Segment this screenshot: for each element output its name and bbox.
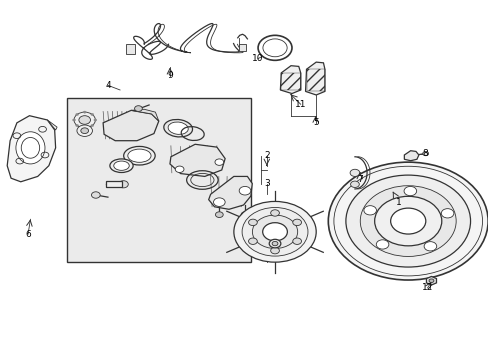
Polygon shape (7, 116, 56, 182)
Circle shape (83, 111, 86, 113)
Circle shape (74, 112, 95, 128)
Polygon shape (426, 276, 436, 285)
Circle shape (263, 39, 286, 57)
Circle shape (83, 127, 86, 129)
Circle shape (175, 166, 183, 172)
Polygon shape (47, 120, 57, 130)
Polygon shape (170, 144, 224, 176)
Circle shape (119, 181, 128, 188)
Circle shape (292, 238, 301, 244)
Circle shape (77, 125, 92, 136)
Circle shape (76, 113, 79, 116)
Ellipse shape (163, 120, 192, 137)
FancyBboxPatch shape (126, 44, 135, 54)
Circle shape (440, 209, 453, 218)
Polygon shape (208, 176, 252, 209)
Text: 6: 6 (25, 230, 31, 239)
Circle shape (134, 106, 142, 111)
Text: 8: 8 (422, 149, 427, 158)
Polygon shape (404, 151, 418, 161)
Text: 2: 2 (264, 151, 269, 160)
Text: 4: 4 (105, 81, 110, 90)
Polygon shape (105, 181, 122, 187)
Circle shape (242, 207, 307, 256)
Ellipse shape (16, 132, 45, 164)
Circle shape (258, 35, 291, 60)
Polygon shape (131, 109, 159, 121)
Circle shape (422, 152, 427, 156)
Polygon shape (305, 62, 324, 95)
Circle shape (241, 212, 248, 217)
Text: 5: 5 (312, 118, 318, 127)
Circle shape (233, 202, 316, 262)
Polygon shape (280, 66, 300, 94)
Circle shape (269, 239, 280, 248)
Ellipse shape (21, 138, 40, 158)
FancyBboxPatch shape (67, 98, 250, 262)
Circle shape (271, 242, 277, 246)
Circle shape (375, 240, 388, 249)
Text: 7: 7 (356, 175, 362, 184)
Circle shape (252, 215, 297, 248)
Circle shape (91, 192, 100, 198)
Text: 1: 1 (395, 198, 401, 207)
Text: 9: 9 (167, 71, 172, 80)
Circle shape (390, 208, 425, 234)
Ellipse shape (123, 147, 155, 165)
Circle shape (403, 186, 416, 196)
Ellipse shape (110, 159, 133, 172)
FancyBboxPatch shape (238, 44, 246, 51)
Circle shape (239, 186, 250, 195)
Circle shape (360, 186, 455, 256)
Circle shape (349, 169, 359, 176)
Circle shape (350, 181, 359, 188)
Circle shape (215, 212, 223, 217)
Circle shape (76, 125, 79, 127)
Circle shape (428, 279, 433, 283)
Text: 11: 11 (294, 100, 306, 109)
Circle shape (262, 223, 287, 241)
Circle shape (363, 206, 376, 215)
Circle shape (270, 247, 279, 254)
Circle shape (81, 128, 88, 134)
Circle shape (94, 119, 97, 121)
Ellipse shape (127, 149, 151, 162)
Circle shape (374, 196, 441, 246)
Circle shape (72, 119, 75, 121)
Text: 3: 3 (264, 179, 269, 188)
Circle shape (248, 238, 257, 244)
Circle shape (91, 113, 94, 116)
Text: 10: 10 (252, 54, 264, 63)
Circle shape (327, 162, 487, 280)
Circle shape (423, 242, 436, 251)
Text: 12: 12 (421, 283, 432, 292)
Circle shape (79, 116, 90, 124)
Circle shape (248, 219, 257, 226)
Ellipse shape (168, 122, 188, 134)
Circle shape (213, 198, 224, 206)
Circle shape (270, 210, 279, 216)
Polygon shape (103, 111, 159, 141)
Ellipse shape (114, 161, 129, 170)
Circle shape (345, 175, 469, 267)
Circle shape (91, 125, 94, 127)
Circle shape (292, 219, 301, 226)
Circle shape (215, 159, 223, 165)
